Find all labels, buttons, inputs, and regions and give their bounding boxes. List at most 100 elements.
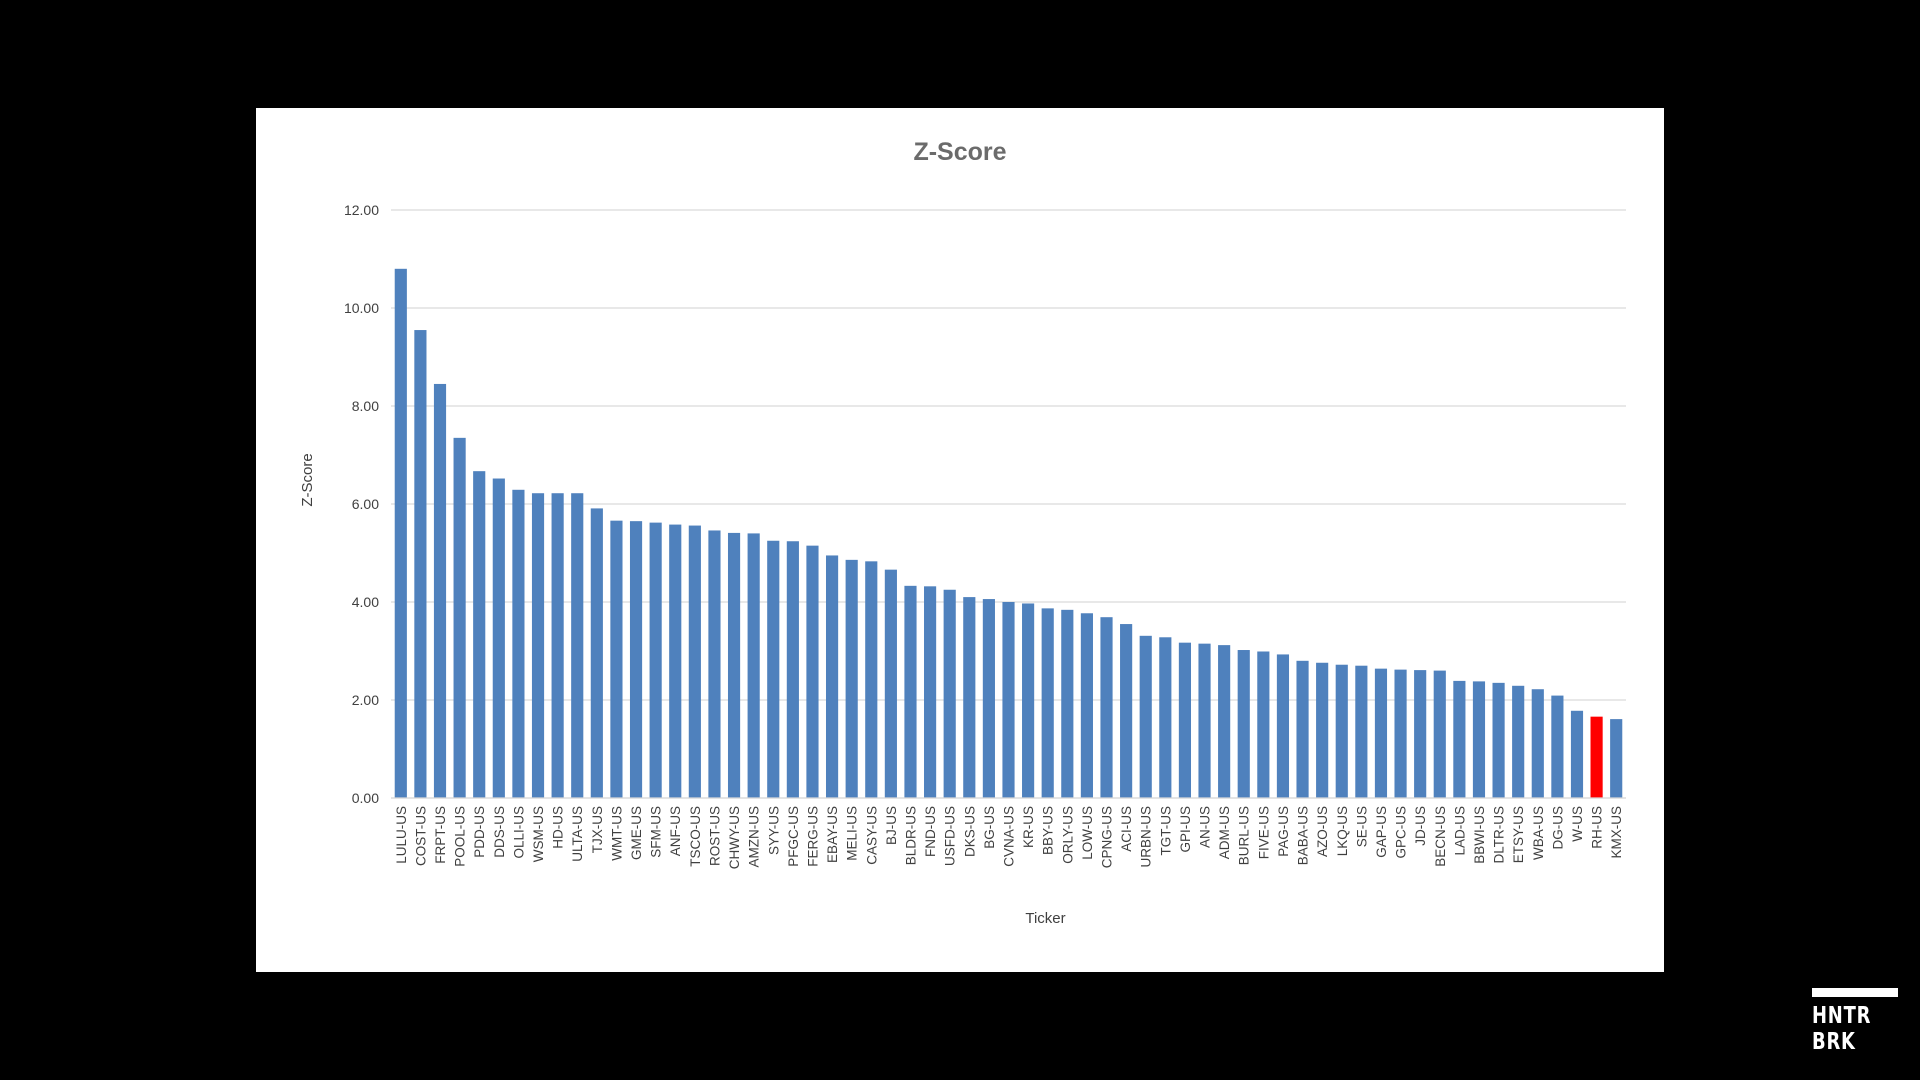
bar bbox=[610, 520, 623, 798]
bar bbox=[688, 525, 701, 798]
x-tick-label: BURL-US bbox=[1237, 806, 1252, 865]
bar bbox=[825, 555, 839, 798]
x-tick-label: PDD-US bbox=[472, 806, 487, 858]
bar bbox=[492, 478, 505, 798]
x-tick-label: MELI-US bbox=[845, 806, 860, 861]
bar bbox=[924, 586, 937, 798]
x-tick-label: BECN-US bbox=[1433, 806, 1448, 867]
bar bbox=[1355, 665, 1368, 798]
x-tick-label: SFM-US bbox=[649, 806, 664, 858]
x-tick-label: AN-US bbox=[1198, 806, 1213, 848]
x-tick-label: LAD-US bbox=[1452, 806, 1467, 856]
x-tick-label: SYY-US bbox=[766, 806, 781, 855]
bar bbox=[1041, 608, 1054, 798]
bar bbox=[1178, 642, 1192, 798]
x-tick-label: OLLI-US bbox=[511, 806, 526, 859]
x-tick-label: FERG-US bbox=[805, 806, 820, 867]
bar bbox=[1316, 662, 1329, 798]
brand-logo-bar bbox=[1812, 988, 1898, 997]
bar bbox=[1002, 602, 1015, 798]
x-tick-label: CHWY-US bbox=[727, 806, 742, 869]
x-tick-label: GME-US bbox=[629, 806, 644, 860]
chart-panel: Z-Score 0.00 2.00 4.00 6.00 8.00 10.00 12.00 LU… bbox=[256, 108, 1664, 972]
bar bbox=[531, 493, 545, 798]
x-tick-label: BABA-US bbox=[1296, 806, 1311, 865]
bar bbox=[1218, 645, 1231, 798]
x-tick-label: ANF-US bbox=[668, 806, 683, 856]
chart-title: Z-Score bbox=[913, 138, 1007, 166]
x-tick-label: FRPT-US bbox=[433, 806, 448, 864]
bar bbox=[982, 599, 995, 798]
bar bbox=[747, 533, 760, 798]
x-tick-label: HD-US bbox=[551, 806, 566, 849]
y-tick-label: 4.00 bbox=[352, 594, 379, 610]
x-tick-label: COST-US bbox=[413, 806, 428, 866]
bar bbox=[1414, 670, 1427, 798]
x-tick-label: URBN-US bbox=[1139, 806, 1154, 868]
bar bbox=[1374, 668, 1388, 798]
x-tick-label: LOW-US bbox=[1080, 806, 1095, 860]
bar bbox=[1472, 681, 1486, 798]
x-tick-label: EBAY-US bbox=[825, 806, 840, 863]
bar bbox=[433, 383, 447, 798]
x-tick-label: RH-US bbox=[1590, 806, 1605, 849]
x-tick-label: LKQ-US bbox=[1335, 806, 1350, 856]
y-tick-label: 8.00 bbox=[352, 398, 379, 414]
bar bbox=[1551, 695, 1564, 798]
bar bbox=[669, 524, 682, 798]
x-tick-label: ULTA-US bbox=[570, 806, 585, 862]
bar bbox=[1531, 689, 1544, 798]
x-tick-label: KMX-US bbox=[1609, 806, 1624, 859]
bar bbox=[629, 521, 643, 798]
y-tick-label: 10.00 bbox=[344, 300, 379, 316]
x-tick-label: FIVE-US bbox=[1256, 806, 1271, 859]
x-tick-label: CVNA-US bbox=[1002, 806, 1017, 867]
x-tick-label: PFGC-US bbox=[786, 806, 801, 867]
bar bbox=[727, 532, 741, 798]
bar bbox=[1257, 651, 1270, 798]
bar bbox=[865, 561, 878, 798]
x-tick-label: BBWI-US bbox=[1472, 806, 1487, 864]
bar bbox=[1296, 660, 1309, 798]
bar bbox=[963, 597, 976, 798]
bar bbox=[649, 522, 662, 798]
x-tick-label: FND-US bbox=[923, 806, 938, 857]
x-tick-label: TSCO-US bbox=[688, 806, 703, 867]
bar bbox=[708, 530, 721, 798]
x-tick-label: CASY-US bbox=[864, 806, 879, 865]
bar bbox=[1394, 669, 1407, 798]
x-tick-label: TGT-US bbox=[1158, 806, 1173, 856]
bar bbox=[1453, 680, 1466, 798]
bar bbox=[512, 489, 525, 798]
bar bbox=[590, 508, 603, 798]
bar bbox=[1080, 613, 1093, 798]
brand-logo: HNTR BRK bbox=[1812, 988, 1900, 1055]
x-tick-label: BJ-US bbox=[884, 806, 899, 845]
y-tick-label: 12.00 bbox=[344, 202, 379, 218]
x-tick-label: CPNG-US bbox=[1100, 806, 1115, 868]
x-tick-label: WMT-US bbox=[609, 806, 624, 861]
x-axis-title: Ticker bbox=[1025, 910, 1065, 927]
x-tick-label: GPC-US bbox=[1394, 806, 1409, 859]
bar bbox=[884, 569, 897, 798]
bar bbox=[1276, 654, 1290, 798]
brand-logo-line-2: BRK bbox=[1812, 1029, 1856, 1055]
bar bbox=[1198, 643, 1211, 798]
bar-chart: 0.00 2.00 4.00 6.00 8.00 10.00 12.00 LULU-US COS… bbox=[299, 202, 1626, 927]
y-tick-label: 0.00 bbox=[352, 790, 379, 806]
bar bbox=[1433, 670, 1446, 798]
bar bbox=[551, 493, 564, 798]
bar bbox=[414, 330, 427, 798]
bar bbox=[1492, 682, 1505, 798]
bar bbox=[394, 268, 407, 798]
x-tick-label: WBA-US bbox=[1531, 806, 1546, 860]
bar bbox=[1159, 637, 1172, 798]
x-tick-label: TJX-US bbox=[590, 806, 605, 853]
bar bbox=[1100, 617, 1113, 798]
x-tick-label: ETSY-US bbox=[1511, 806, 1526, 863]
x-tick-label: WSM-US bbox=[531, 806, 546, 862]
x-tick-label: DDS-US bbox=[492, 806, 507, 858]
bar bbox=[943, 589, 956, 798]
bar bbox=[1335, 664, 1348, 798]
bar bbox=[453, 437, 466, 798]
